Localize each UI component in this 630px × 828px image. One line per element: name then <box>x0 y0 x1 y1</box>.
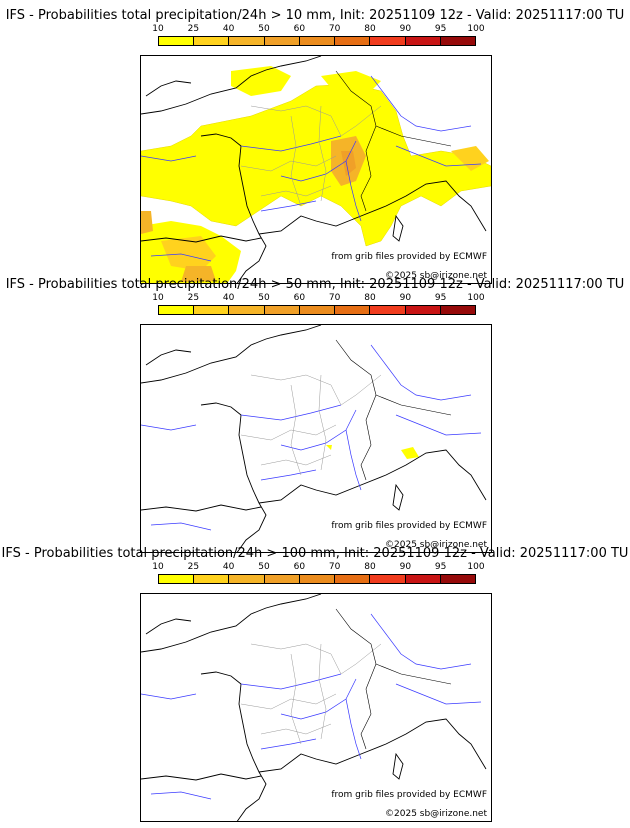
colorbar-swatch <box>229 575 265 583</box>
copyright-note: ©2025 sb@irizone.net <box>385 809 487 819</box>
colorbar-swatch <box>335 575 371 583</box>
colorbar: 10 25 40 50 60 70 80 90 95 100 <box>152 24 485 47</box>
colorbar-swatch <box>299 575 336 583</box>
colorbar-label: 50 <box>258 24 270 34</box>
colorbar-label: 80 <box>364 562 376 572</box>
colorbar-swatch <box>229 37 265 45</box>
colorbar-swatches <box>158 305 476 315</box>
colorbar-labels: 10 25 40 50 60 70 80 90 95 100 <box>152 562 484 572</box>
colorbar-label: 10 <box>152 562 164 572</box>
colorbar-swatch <box>370 37 406 45</box>
colorbar-label: 25 <box>187 562 200 572</box>
colorbar-swatch <box>264 306 300 314</box>
panel-title: IFS - Probabilities total precipitation/… <box>5 277 625 292</box>
colorbar-label: 80 <box>364 293 376 303</box>
admin-borders <box>240 105 382 207</box>
colorbar-swatches <box>158 574 476 584</box>
colorbar-label: 70 <box>328 24 341 34</box>
coastlines <box>141 325 487 552</box>
colorbar-label: 100 <box>467 24 485 34</box>
colorbar-label: 60 <box>293 562 306 572</box>
colorbar-label: 40 <box>222 562 235 572</box>
colorbar-swatch <box>405 306 441 314</box>
colorbar-label: 10 <box>152 24 164 34</box>
colorbar-swatch <box>299 306 336 314</box>
colorbar-label: 40 <box>222 24 235 34</box>
colorbar-swatch <box>159 575 195 583</box>
colorbar-label: 80 <box>364 24 376 34</box>
colorbar-swatch <box>335 306 371 314</box>
country-borders <box>335 339 452 481</box>
country-borders <box>335 70 452 212</box>
map-svg <box>141 594 487 821</box>
colorbar-label: 60 <box>293 24 306 34</box>
colorbar-label: 70 <box>328 562 341 572</box>
colorbar-swatch <box>299 37 336 45</box>
colorbar-swatches <box>158 36 476 46</box>
colorbar-swatch <box>194 37 230 45</box>
colorbar-swatch <box>335 37 371 45</box>
source-note: from grib files provided by ECMWF <box>331 790 487 800</box>
map: from grib files provided by ECMWF ©2025 … <box>140 55 492 284</box>
panel-100mm: IFS - Probabilities total precipitation/… <box>0 546 630 822</box>
colorbar-label: 90 <box>399 293 412 303</box>
colorbar: 10 25 40 50 60 70 80 90 95 100 <box>152 293 485 316</box>
copyright-note: ©2025 sb@irizone.net <box>385 271 487 281</box>
colorbar-swatch <box>370 575 406 583</box>
country-borders <box>335 608 452 750</box>
source-note: from grib files provided by ECMWF <box>331 252 487 262</box>
colorbar-swatch <box>264 37 300 45</box>
admin-borders <box>240 643 382 745</box>
panel-10mm: IFS - Probabilities total precipitation/… <box>0 8 630 284</box>
colorbar: 10 25 40 50 60 70 80 90 95 100 <box>152 562 485 585</box>
panel-50mm: IFS - Probabilities total precipitation/… <box>0 277 630 553</box>
colorbar-label: 25 <box>187 24 200 34</box>
colorbar-swatch <box>405 575 441 583</box>
colorbar-swatch <box>370 306 406 314</box>
map-svg <box>141 325 487 552</box>
colorbar-label: 70 <box>328 293 341 303</box>
colorbar-swatch <box>264 575 300 583</box>
copyright-note: ©2025 sb@irizone.net <box>385 540 487 550</box>
colorbar-label: 95 <box>434 293 447 303</box>
map: from grib files provided by ECMWF ©2025 … <box>140 593 492 822</box>
colorbar-swatch <box>229 306 265 314</box>
colorbar-label: 50 <box>258 562 270 572</box>
colorbar-label: 100 <box>467 562 485 572</box>
colorbar-label: 95 <box>434 24 447 34</box>
colorbar-swatch <box>405 37 441 45</box>
colorbar-label: 90 <box>399 562 412 572</box>
colorbar-label: 40 <box>222 293 235 303</box>
admin-borders <box>240 374 382 476</box>
colorbar-labels: 10 25 40 50 60 70 80 90 95 100 <box>152 293 484 303</box>
panel-title: IFS - Probabilities total precipitation/… <box>5 8 625 23</box>
colorbar-label: 60 <box>293 293 306 303</box>
precip-area <box>141 66 491 283</box>
colorbar-label: 95 <box>434 562 447 572</box>
colorbar-swatch <box>194 306 230 314</box>
colorbar-label: 90 <box>399 24 412 34</box>
map: from grib files provided by ECMWF ©2025 … <box>140 324 492 553</box>
colorbar-swatch <box>159 37 195 45</box>
colorbar-label: 50 <box>258 293 270 303</box>
colorbar-swatch <box>159 306 195 314</box>
colorbar-label: 25 <box>187 293 200 303</box>
colorbar-label: 10 <box>152 293 164 303</box>
rivers <box>141 613 482 800</box>
precip-area <box>326 445 419 459</box>
colorbar-swatch <box>194 575 230 583</box>
map-svg <box>141 56 491 283</box>
source-note: from grib files provided by ECMWF <box>331 521 487 531</box>
colorbar-swatch <box>440 306 475 314</box>
rivers <box>141 344 482 531</box>
coastlines <box>141 56 487 283</box>
coastlines <box>141 594 487 821</box>
colorbar-labels: 10 25 40 50 60 70 80 90 95 100 <box>152 24 484 34</box>
colorbar-swatch <box>440 575 475 583</box>
colorbar-label: 100 <box>467 293 485 303</box>
colorbar-swatch <box>440 37 475 45</box>
panel-title: IFS - Probabilities total precipitation/… <box>1 546 629 561</box>
